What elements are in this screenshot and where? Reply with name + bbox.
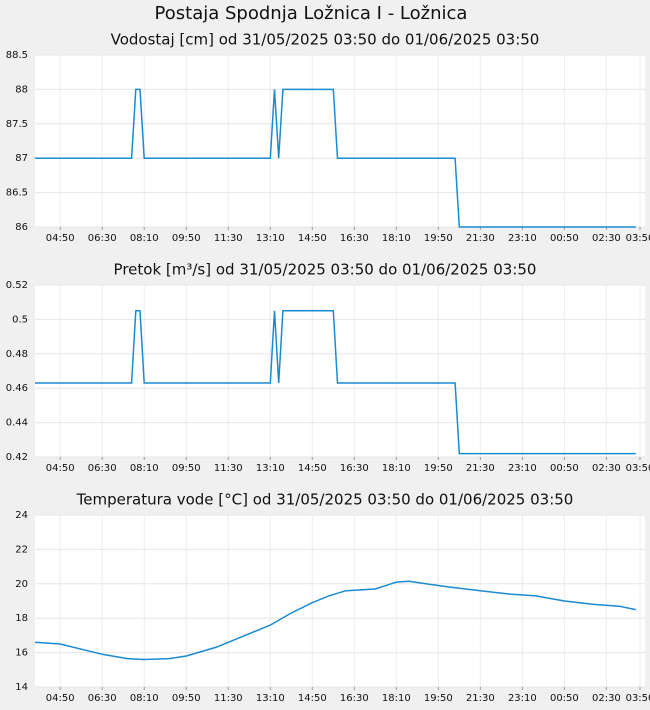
y-tick-label: 87	[15, 153, 28, 164]
y-tick-label: 0.42	[6, 452, 28, 463]
x-tick-label: 00:50	[550, 693, 579, 704]
x-tick-label: 02:30	[592, 693, 621, 704]
x-tick-label: 13:10	[256, 233, 285, 244]
x-tick-label: 02:30	[592, 463, 621, 474]
plot-area	[35, 55, 645, 227]
x-tick-label: 21:30	[466, 463, 495, 474]
x-tick-label: 06:30	[88, 233, 117, 244]
page-title: Postaja Spodnja Ložnica I - Ložnica	[155, 3, 468, 24]
plot-area	[35, 515, 645, 687]
x-tick-label: 14:50	[298, 463, 327, 474]
x-tick-label: 04:50	[46, 233, 75, 244]
x-tick-label: 00:50	[550, 463, 579, 474]
data-line	[34, 580, 636, 661]
x-tick-label: 13:10	[256, 693, 285, 704]
y-tick-label: 0.5	[12, 314, 28, 325]
data-line	[35, 88, 636, 228]
y-tick-label: 18	[15, 613, 28, 624]
x-tick-label: 09:50	[172, 463, 201, 474]
y-tick-label: 24	[15, 510, 28, 521]
x-tick-label: 23:10	[508, 693, 537, 704]
x-tick-label: 11:30	[214, 693, 243, 704]
x-tick-label: 04:50	[46, 693, 75, 704]
x-tick-label: 23:10	[508, 463, 537, 474]
x-tick-label: 19:50	[424, 233, 453, 244]
y-tick-label: 16	[15, 648, 28, 659]
y-tick-label: 20	[15, 579, 28, 590]
x-tick-label: 09:50	[172, 693, 201, 704]
y-tick-label: 0.46	[6, 383, 28, 394]
x-tick-label: 03:50	[626, 463, 650, 474]
x-tick-label: 04:50	[46, 463, 75, 474]
y-tick-label: 88	[15, 84, 28, 95]
x-tick-label: 23:10	[508, 233, 537, 244]
x-tick-label: 16:30	[340, 463, 369, 474]
x-tick-label: 11:30	[214, 463, 243, 474]
x-tick-label: 02:30	[592, 233, 621, 244]
y-tick-label: 87.5	[6, 119, 28, 130]
y-tick-label: 0.52	[6, 280, 28, 291]
x-tick-label: 08:10	[130, 233, 159, 244]
chart-title: Pretok [m³/s] od 31/05/2025 03:50 do 01/…	[114, 261, 537, 279]
x-tick-label: 14:50	[298, 693, 327, 704]
x-tick-label: 19:50	[424, 463, 453, 474]
x-tick-label: 18:10	[382, 693, 411, 704]
x-tick-label: 06:30	[88, 693, 117, 704]
x-tick-label: 16:30	[340, 693, 369, 704]
y-tick-label: 0.48	[6, 349, 28, 360]
x-tick-label: 14:50	[298, 233, 327, 244]
x-tick-label: 00:50	[550, 233, 579, 244]
x-tick-label: 06:30	[88, 463, 117, 474]
y-tick-label: 0.44	[6, 418, 28, 429]
x-tick-label: 08:10	[130, 693, 159, 704]
x-tick-label: 11:30	[214, 233, 243, 244]
x-tick-label: 13:10	[256, 463, 285, 474]
y-tick-label: 14	[15, 682, 28, 693]
x-tick-label: 09:50	[172, 233, 201, 244]
chart-title: Vodostaj [cm] od 31/05/2025 03:50 do 01/…	[111, 31, 540, 49]
x-tick-label: 21:30	[466, 233, 495, 244]
plot-area	[35, 285, 645, 457]
y-tick-label: 86	[15, 222, 28, 233]
y-tick-label: 88.5	[6, 50, 28, 61]
chart-title: Temperatura vode [°C] od 31/05/2025 03:5…	[76, 491, 574, 509]
data-line	[35, 310, 636, 455]
x-tick-label: 16:30	[340, 233, 369, 244]
y-tick-label: 22	[15, 544, 28, 555]
x-tick-label: 18:10	[382, 233, 411, 244]
x-tick-label: 03:50	[626, 693, 650, 704]
x-tick-label: 18:10	[382, 463, 411, 474]
x-tick-label: 03:50	[626, 233, 650, 244]
x-tick-label: 21:30	[466, 693, 495, 704]
x-tick-label: 08:10	[130, 463, 159, 474]
y-tick-label: 86.5	[6, 188, 28, 199]
x-tick-label: 19:50	[424, 693, 453, 704]
